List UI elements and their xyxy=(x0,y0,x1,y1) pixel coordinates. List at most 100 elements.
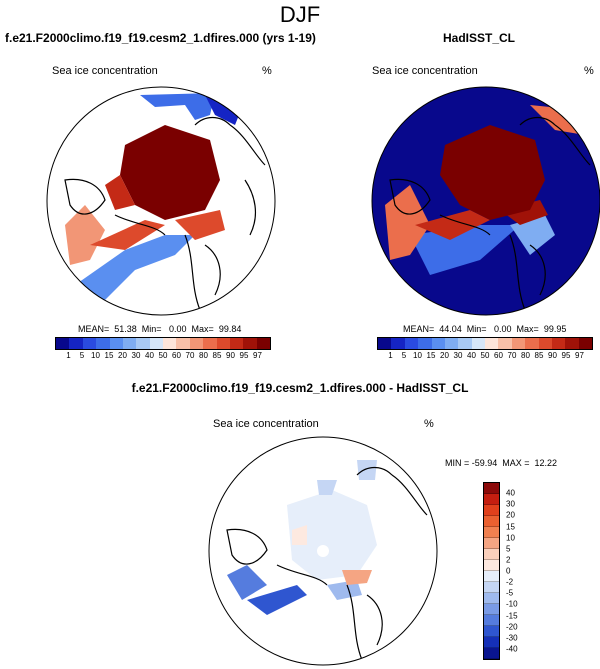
colorbar-tick-label: 40 xyxy=(506,488,515,498)
colorbar-swatch xyxy=(484,604,499,615)
colorbar-swatch xyxy=(485,338,499,349)
diff-field-label: Sea ice concentration xyxy=(213,418,319,430)
colorbar-swatch xyxy=(484,637,499,648)
diff-case-title: f.e21.F2000climo.f19_f19.cesm2_1.dfires.… xyxy=(131,381,469,395)
colorbar-tick-label: 95 xyxy=(239,351,249,360)
colorbar-tick-label: 15 xyxy=(506,522,515,531)
colorbar-swatch xyxy=(136,338,150,349)
diff-units-label: % xyxy=(424,418,434,430)
diff-polar-map xyxy=(208,436,438,666)
colorbar-tick-label: 5 xyxy=(506,544,511,554)
colorbar-swatch xyxy=(484,483,499,494)
colorbar-tick-label: -5 xyxy=(506,588,514,598)
colorbar-swatch xyxy=(484,527,499,538)
coastlines xyxy=(64,116,266,311)
colorbar-swatch xyxy=(484,571,499,582)
colorbar-swatch xyxy=(511,338,526,349)
colorbar-tick-label: -15 xyxy=(506,611,518,620)
obs-case-title: HadISST_CL xyxy=(443,31,516,45)
colorbar-swatch xyxy=(484,560,499,571)
colorbar-swatch xyxy=(391,338,405,349)
colorbar-tick-label: 20 xyxy=(118,351,127,360)
colorbar-swatch xyxy=(378,338,392,349)
obs-colorbar-labels: 1 5 10 15 20 30 40 50 60 70 80 85 90 95 97 xyxy=(377,351,593,361)
colorbar-tick-label: 80 xyxy=(199,351,208,360)
colorbar-swatch xyxy=(484,615,499,626)
colorbar-tick-label: 30 xyxy=(131,351,141,360)
colorbar-swatch xyxy=(484,516,499,527)
colorbar-swatch xyxy=(229,338,244,349)
colorbar-swatch xyxy=(256,338,270,349)
colorbar-tick-label: 30 xyxy=(453,351,463,360)
obs-units-label: % xyxy=(584,65,594,77)
colorbar-swatch xyxy=(551,338,566,349)
colorbar-swatch xyxy=(96,338,110,349)
obs-field-label: Sea ice concentration xyxy=(372,65,478,77)
colorbar-tick-label: -2 xyxy=(506,577,514,587)
colorbar-tick-label: 97 xyxy=(253,351,262,360)
colorbar-swatch xyxy=(444,338,459,349)
colorbar-swatch xyxy=(418,338,432,349)
colorbar-swatch xyxy=(82,338,97,349)
colorbar-tick-label: 20 xyxy=(506,510,515,520)
ice-core xyxy=(440,125,545,220)
colorbar-swatch xyxy=(471,338,485,349)
colorbar-tick-label: 10 xyxy=(413,351,422,360)
colorbar-tick-label: 0 xyxy=(506,566,511,576)
ice-fringe-north xyxy=(140,93,215,120)
colorbar-tick-label: 85 xyxy=(534,351,544,360)
coastlines xyxy=(389,116,591,311)
diff-stats: MIN = -59.94 MAX = 12.22 xyxy=(445,458,558,468)
model-polar-map xyxy=(46,86,276,316)
colorbar-tick-label: 1 xyxy=(388,351,393,360)
colorbar-swatch xyxy=(216,338,230,349)
colorbar-tick-label: 85 xyxy=(212,351,222,360)
colorbar-swatch xyxy=(565,338,579,349)
colorbar-swatch xyxy=(203,338,217,349)
colorbar-tick-label: 70 xyxy=(185,351,195,360)
colorbar-swatch xyxy=(498,338,512,349)
colorbar-swatch xyxy=(538,338,552,349)
colorbar-tick-label: 5 xyxy=(401,351,407,360)
colorbar-tick-label: 90 xyxy=(548,351,557,360)
colorbar-tick-label: -40 xyxy=(506,644,518,654)
colorbar-swatch xyxy=(484,549,499,560)
colorbar-tick-label: 60 xyxy=(172,351,181,360)
obs-colorbar xyxy=(377,337,593,350)
colorbar-swatch xyxy=(484,494,499,505)
colorbar-swatch xyxy=(525,338,539,349)
colorbar-tick-label: 97 xyxy=(575,351,584,360)
colorbar-tick-label: 20 xyxy=(440,351,449,360)
ice-fringe-atlantic xyxy=(410,225,520,275)
colorbar-tick-label: 70 xyxy=(507,351,517,360)
colorbar-tick-label: -10 xyxy=(506,599,518,609)
colorbar-tick-label: 60 xyxy=(494,351,503,360)
colorbar-tick-label: 90 xyxy=(226,351,235,360)
colorbar-tick-label: 50 xyxy=(480,351,490,360)
colorbar-tick-label: -20 xyxy=(506,622,518,632)
diff-core xyxy=(287,490,377,580)
model-field-label: Sea ice concentration xyxy=(52,65,158,77)
colorbar-swatch xyxy=(484,538,499,549)
model-units-label: % xyxy=(262,65,272,77)
colorbar-swatch xyxy=(484,582,499,593)
colorbar-swatch xyxy=(149,338,163,349)
colorbar-swatch xyxy=(484,626,499,637)
colorbar-tick-label: 10 xyxy=(506,533,515,543)
colorbar-tick-label: 15 xyxy=(104,351,114,360)
colorbar-tick-label: 80 xyxy=(521,351,530,360)
colorbar-swatch xyxy=(484,648,499,659)
colorbar-tick-label: 40 xyxy=(145,351,154,360)
model-colorbar-labels: 1 5 10 15 20 30 40 50 60 70 80 85 90 95 97 xyxy=(55,351,271,361)
model-colorbar xyxy=(55,337,271,350)
colorbar-swatch xyxy=(163,338,177,349)
page-title: DJF xyxy=(279,2,321,27)
colorbar-swatch xyxy=(484,505,499,516)
ice-core xyxy=(120,125,220,220)
colorbar-swatch xyxy=(189,338,204,349)
model-stats: MEAN= 51.38 Min= 0.00 Max= 99.84 xyxy=(78,324,242,334)
colorbar-swatch xyxy=(404,338,419,349)
obs-stats: MEAN= 44.04 Min= 0.00 Max= 99.95 xyxy=(403,324,567,334)
colorbar-swatch xyxy=(176,338,190,349)
model-case-title: f.e21.F2000climo.f19_f19.cesm2_1.dfires.… xyxy=(5,31,316,45)
